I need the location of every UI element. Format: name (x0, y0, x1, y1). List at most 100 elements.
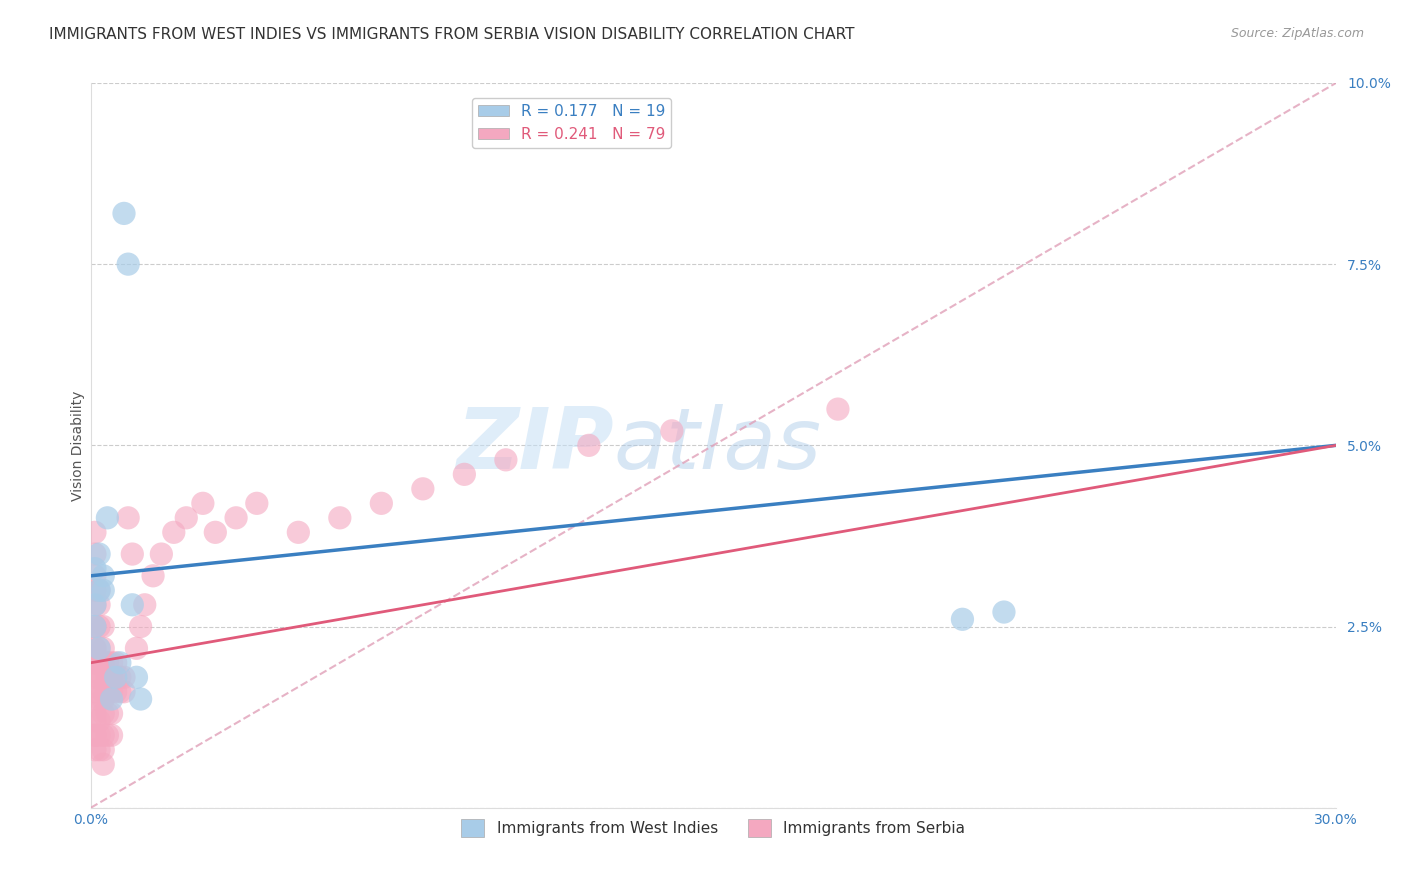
Point (108, 656, 131, 670)
Point (104, 685, 127, 699)
Point (91, 728, 114, 742)
Point (578, 438, 600, 452)
Point (87, 583, 110, 598)
Point (84, 656, 107, 670)
Point (84, 598, 107, 612)
Point (84, 656, 107, 670)
Point (121, 598, 143, 612)
Point (129, 619, 152, 633)
Point (91, 619, 114, 633)
Text: ZIP: ZIP (456, 404, 614, 487)
Point (993, 605, 1015, 619)
Point (125, 670, 148, 684)
Point (87, 692, 110, 706)
Point (412, 482, 434, 496)
Point (91, 670, 114, 684)
Point (87, 583, 110, 598)
Point (150, 547, 173, 561)
Point (453, 467, 475, 482)
Point (108, 685, 131, 699)
Point (104, 656, 127, 670)
Text: atlas: atlas (614, 404, 821, 487)
Point (96, 670, 118, 684)
Point (84, 641, 107, 656)
Point (246, 496, 269, 510)
Point (91, 706, 114, 721)
Point (104, 670, 127, 684)
Point (84, 583, 107, 598)
Text: IMMIGRANTS FROM WEST INDIES VS IMMIGRANTS FROM SERBIA VISION DISABILITY CORRELAT: IMMIGRANTS FROM WEST INDIES VS IMMIGRANT… (49, 27, 855, 42)
Point (370, 496, 392, 510)
Point (87, 598, 110, 612)
Point (84, 569, 107, 583)
Point (84, 670, 107, 684)
Point (163, 525, 186, 540)
Point (87, 547, 110, 561)
Point (96, 511, 118, 525)
Point (84, 728, 107, 742)
Point (87, 670, 110, 684)
Point (100, 706, 122, 721)
Point (108, 670, 131, 684)
Point (84, 714, 107, 728)
Point (121, 547, 143, 561)
Point (84, 547, 107, 561)
Text: Source: ZipAtlas.com: Source: ZipAtlas.com (1230, 27, 1364, 40)
Point (129, 692, 152, 706)
Point (91, 656, 114, 670)
Point (84, 706, 107, 721)
Point (84, 598, 107, 612)
Point (112, 685, 135, 699)
Point (84, 525, 107, 540)
Point (96, 656, 118, 670)
Point (91, 757, 114, 772)
Point (84, 670, 107, 684)
Point (191, 496, 214, 510)
Point (329, 511, 352, 525)
Point (84, 561, 107, 575)
Point (84, 728, 107, 742)
Legend: Immigrants from West Indies, Immigrants from Serbia: Immigrants from West Indies, Immigrants … (456, 813, 972, 844)
Point (87, 641, 110, 656)
Point (91, 685, 114, 699)
Y-axis label: Vision Disability: Vision Disability (72, 390, 86, 500)
Point (827, 402, 849, 417)
Point (125, 641, 148, 656)
Point (495, 453, 517, 467)
Point (84, 619, 107, 633)
Point (117, 257, 139, 271)
Point (87, 714, 110, 728)
Point (100, 656, 122, 670)
Point (661, 424, 683, 438)
Point (112, 206, 135, 220)
Point (87, 656, 110, 670)
Point (84, 743, 107, 757)
Point (952, 612, 974, 626)
Point (100, 685, 122, 699)
Point (100, 728, 122, 742)
Point (174, 511, 197, 525)
Point (100, 670, 122, 684)
Point (204, 525, 226, 540)
Point (91, 743, 114, 757)
Point (287, 525, 309, 540)
Point (84, 619, 107, 633)
Point (87, 641, 110, 656)
Point (84, 619, 107, 633)
Point (117, 511, 139, 525)
Point (84, 685, 107, 699)
Point (112, 670, 135, 684)
Point (100, 692, 122, 706)
Point (91, 569, 114, 583)
Point (104, 670, 127, 684)
Point (134, 598, 156, 612)
Point (91, 641, 114, 656)
Point (91, 692, 114, 706)
Point (142, 569, 165, 583)
Point (96, 706, 118, 721)
Point (225, 511, 247, 525)
Point (84, 692, 107, 706)
Point (87, 619, 110, 633)
Point (87, 743, 110, 757)
Point (87, 728, 110, 742)
